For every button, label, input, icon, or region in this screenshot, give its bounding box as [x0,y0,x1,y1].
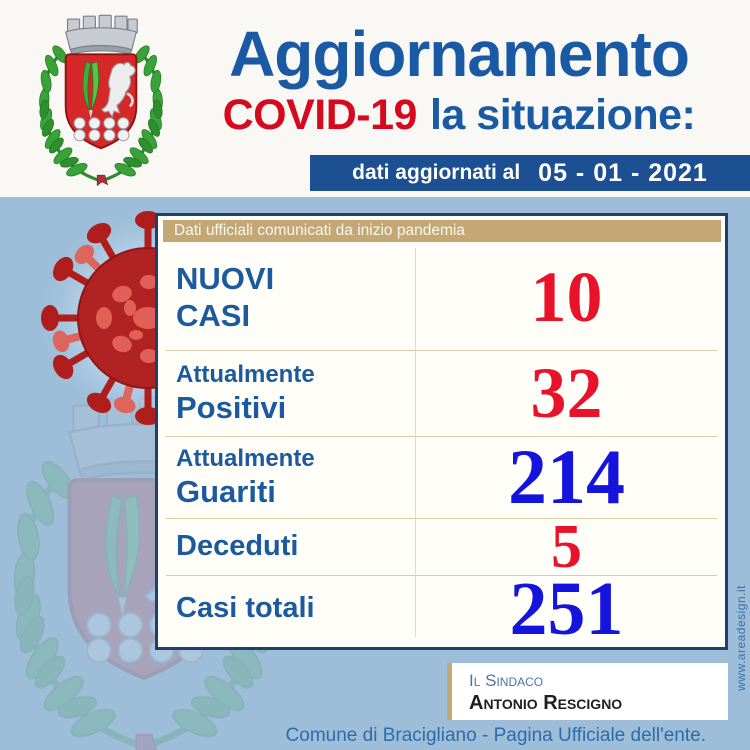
row-nuovi-casi: NUOVI CASI 10 [158,244,725,350]
design-credit: www.areadesign.it [734,585,748,691]
stats-panel: Dati ufficiali comunicati da inizio pand… [155,213,728,650]
row-casi-totali: Casi totali 251 [158,566,725,651]
row-value: 214 [508,433,625,521]
coat-of-arms-icon [36,13,166,188]
row-value: 251 [509,566,624,651]
date-bar: dati aggiornati al 05 - 01 - 2021 [310,155,750,191]
row-divider [166,350,717,351]
row-label: Attualmente Guariti [176,445,315,509]
title-block: Aggiornamento COVID-19 la situazione: [170,22,748,137]
row-label: Casi totali [176,592,315,625]
subtitle-rest: la situazione: [429,91,696,139]
row-divider [166,575,717,576]
row-divider [166,436,717,437]
row-deceduti: Deceduti 5 [158,512,725,581]
row-value: 5 [551,512,582,581]
row-attualmente-guariti: Attualmente Guariti 214 [158,437,725,518]
stats-rows: NUOVI CASI 10 Attualmente Positivi 32 At… [158,244,725,651]
date-value: 05 - 01 - 2021 [538,158,708,187]
row-attualmente-positivi: Attualmente Positivi 32 [158,351,725,436]
date-label: dati aggiornati al [352,161,521,184]
vertical-divider [415,248,416,637]
page-subtitle: COVID-19 la situazione: [170,94,748,137]
row-value: 10 [530,256,603,337]
signature-name: Antonio Rescigno [469,692,623,715]
subtitle-covid: COVID-19 [222,91,418,139]
footer-text: Comune di Bracigliano - Pagina Ufficiale… [285,725,706,746]
row-label: Attualmente Positivi [176,361,315,425]
row-divider [166,518,717,519]
signature-role: Il Sindaco [469,671,544,690]
signature-box: Il Sindaco Antonio Rescigno [447,663,728,720]
panel-header: Dati ufficiali comunicati da inizio pand… [163,220,721,242]
header: Aggiornamento COVID-19 la situazione: dat… [0,0,750,197]
row-label: NUOVI CASI [176,260,275,333]
row-value: 32 [530,353,603,434]
row-label: Deceduti [176,530,299,563]
page-title: Aggiornamento [229,18,690,90]
